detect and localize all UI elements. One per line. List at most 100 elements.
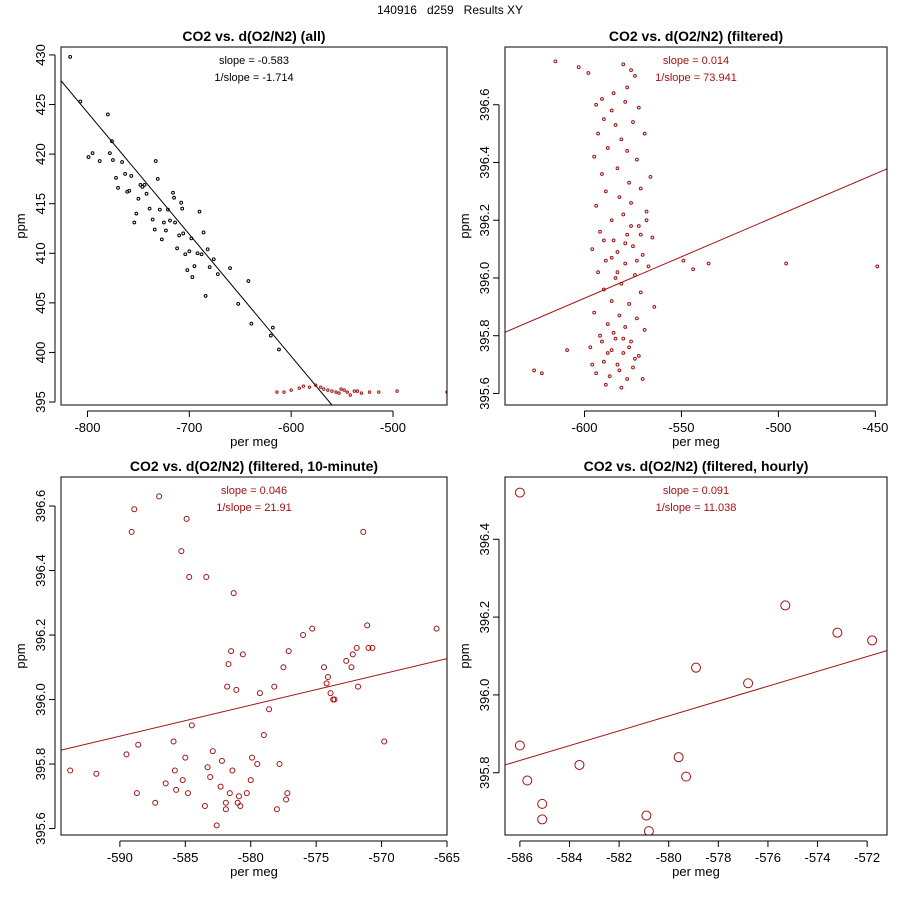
data-point [600,172,604,176]
data-point [629,68,633,72]
y-axis-label: ppm [457,643,472,668]
y-tick-label: 396.4 [477,523,492,556]
data-point [249,754,256,761]
x-tick-label: -584 [556,850,582,865]
data-point [613,123,618,127]
data-point [131,506,138,513]
data-point [190,275,195,279]
data-point [643,826,654,835]
data-point [352,389,357,393]
data-point [619,385,624,390]
data-point [173,786,180,793]
data-point [166,207,170,212]
data-point [339,387,343,391]
data-point [650,235,655,240]
data-point [228,266,232,271]
plot-frame [504,46,888,406]
plot-data-area [505,487,887,835]
y-tick-label: 396.0 [33,683,48,716]
chart-panel-1: CO2 vs. d(O2/N2) (all) -800 -700 -600 -500 pe… [13,28,448,449]
data-point [642,131,647,136]
data-point [326,388,330,392]
y-axis-label: ppm [457,213,472,238]
data-point [152,227,157,232]
data-point [648,175,653,179]
x-tick-label: -585 [172,850,198,865]
data-point [78,99,83,104]
data-point [334,390,338,394]
data-point [330,389,334,393]
data-point [142,182,147,187]
data-point [867,635,878,646]
data-point [615,250,620,254]
x-tick-label: -565 [434,850,460,865]
y-tick-label: 395 [33,391,48,413]
data-point [617,195,622,200]
slope-annotation: slope = 0.046 [221,485,287,497]
data-point [268,333,273,338]
data-point [127,188,132,193]
data-point [289,388,293,392]
data-point [642,328,647,332]
data-point [673,752,684,763]
data-point [623,99,628,104]
data-point [832,627,843,638]
data-point [594,371,599,376]
data-point [367,390,372,394]
data-point [345,390,349,394]
data-point [574,759,585,770]
data-point [633,73,637,78]
data-point [128,528,135,535]
data-point [359,391,364,395]
data-point [243,790,250,797]
data-point [162,780,169,787]
data-point [307,385,312,389]
data-point [111,158,115,162]
plot-data-area [61,493,447,829]
x-tick-label: -550 [668,420,694,435]
data-point [433,625,440,632]
chart-title: CO2 vs. d(O2/N2) (filtered, hourly) [584,458,809,474]
data-point [605,146,610,150]
figure-title: 140916 d259 Results XY [376,3,524,17]
data-point [621,212,626,217]
data-point [161,220,166,225]
data-point [239,651,246,658]
data-point [270,325,275,330]
data-point [691,662,701,673]
y-tick-label: 395.6 [477,377,492,410]
data-point [514,487,525,498]
data-point [136,196,141,201]
x-tick-label: -586 [507,850,533,865]
y-tick-label: 396.0 [477,679,492,712]
data-point [514,740,525,751]
data-point [230,590,237,597]
data-point [623,325,628,329]
data-point [609,108,614,113]
data-point [157,207,162,212]
data-point [609,218,614,223]
data-point [629,224,633,228]
data-point [348,664,355,671]
data-point [353,644,360,651]
data-point [114,176,118,180]
x-tick-label: -580 [238,850,264,865]
data-point [224,683,231,690]
data-point [601,359,606,364]
x-tick-label: -582 [606,850,632,865]
data-point [171,767,178,774]
data-point [168,218,172,223]
data-point [681,771,692,782]
data-point [343,657,350,664]
data-point [182,754,189,761]
data-point [337,391,341,395]
data-point [107,151,112,156]
data-point [90,151,95,156]
y-tick-label: 396.2 [477,601,492,634]
data-point [627,345,632,350]
data-point [300,632,307,639]
data-point [640,252,645,257]
chart-title: CO2 vs. d(O2/N2) (filtered) [609,28,783,44]
